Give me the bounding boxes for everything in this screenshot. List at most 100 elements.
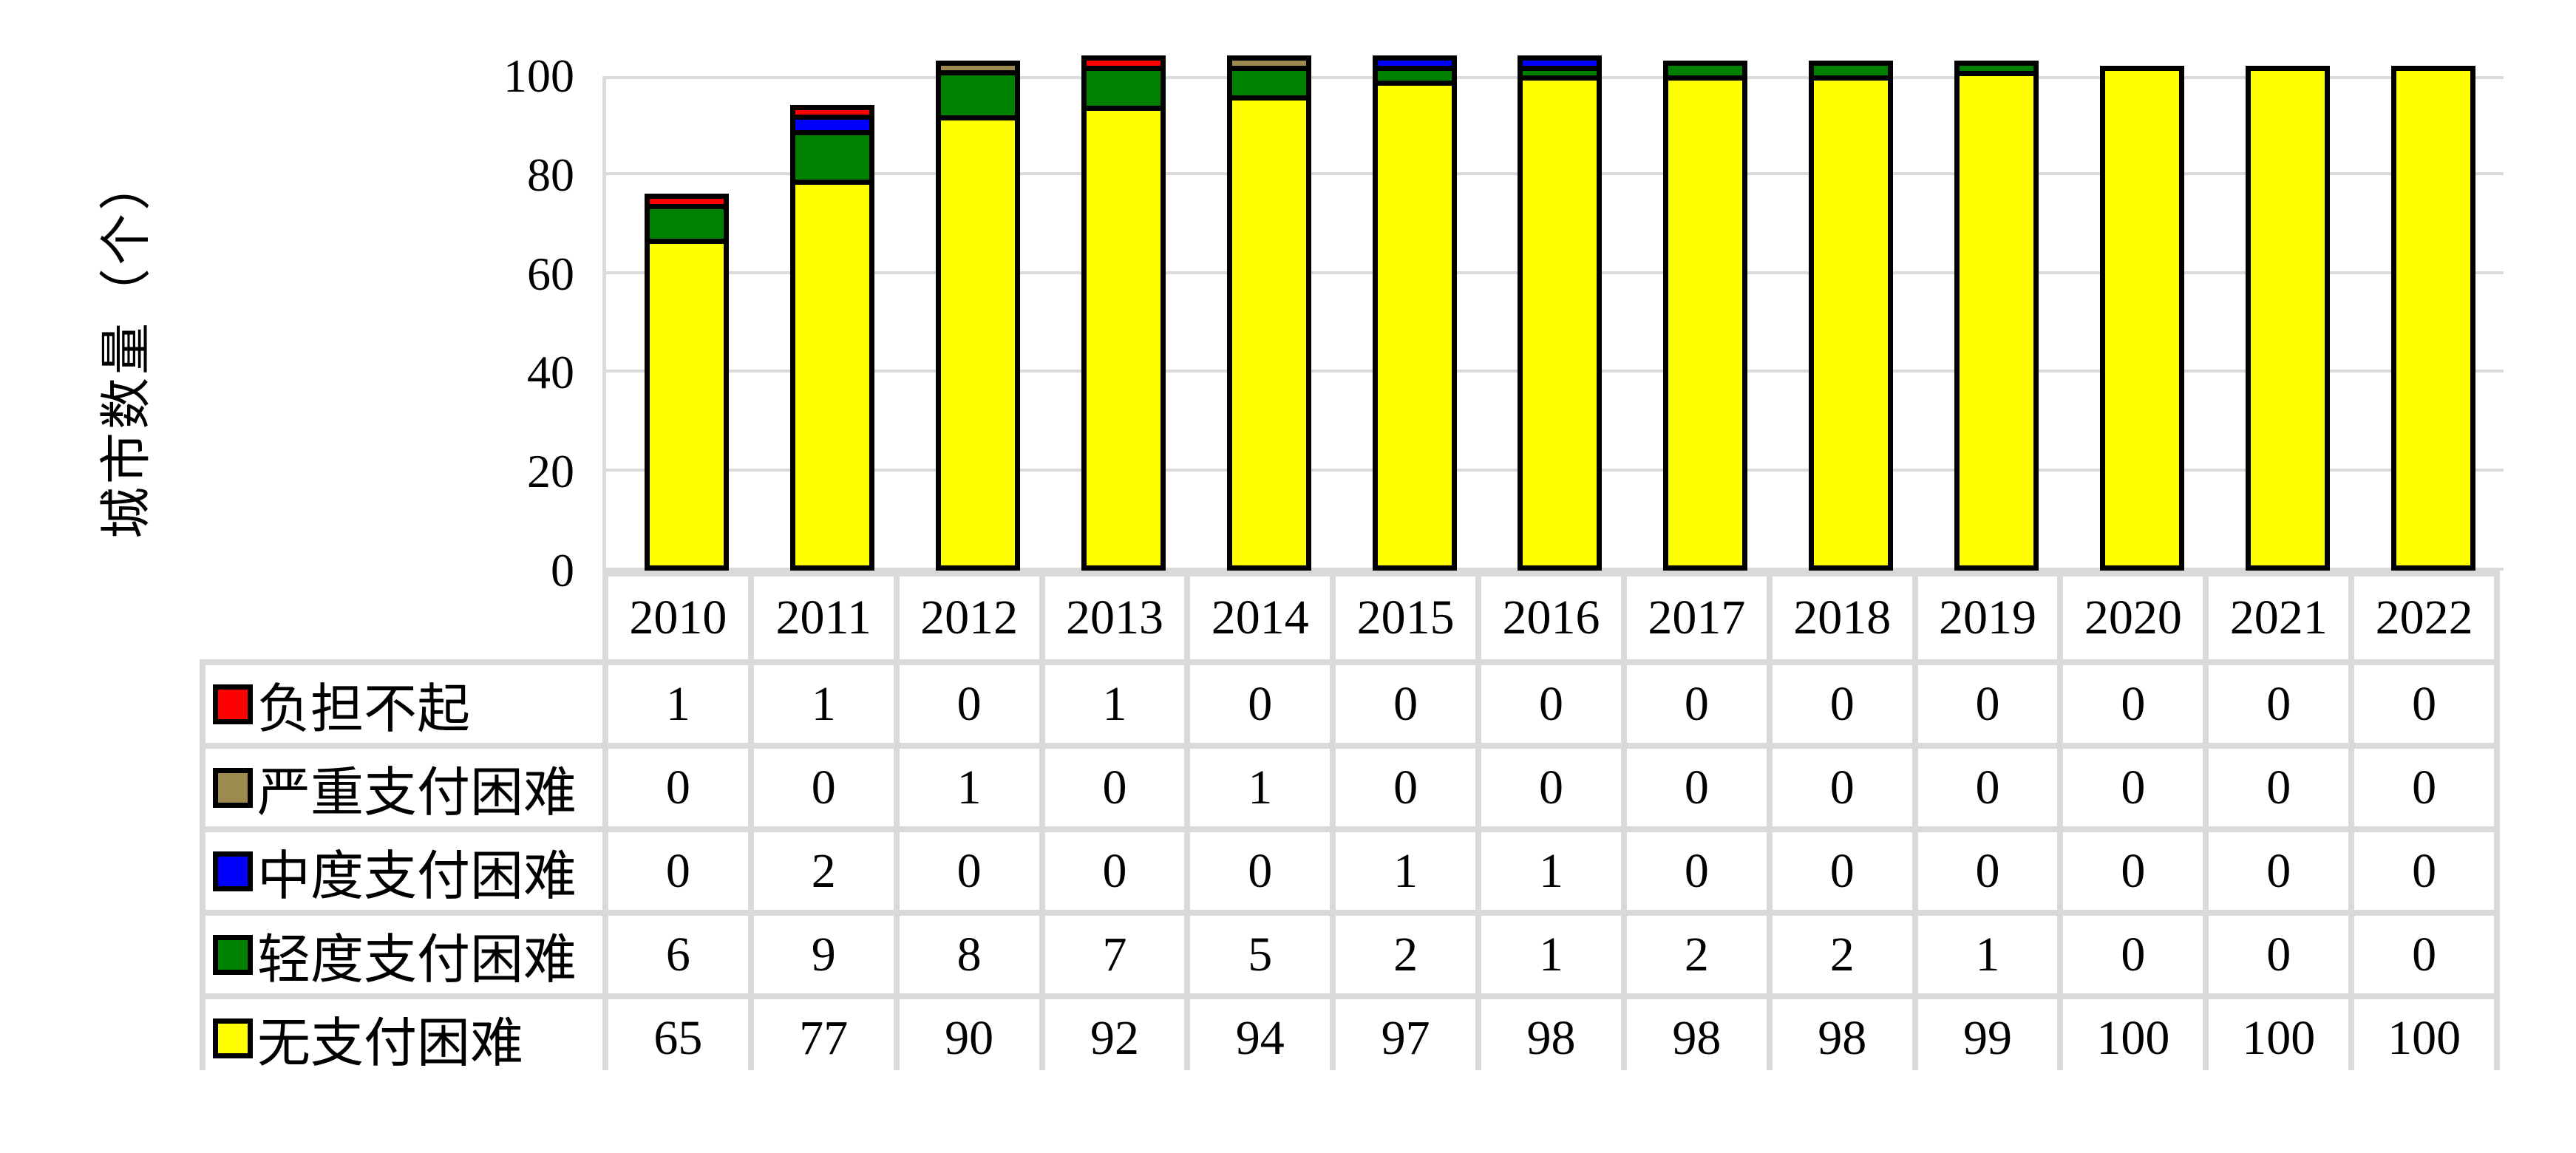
legend-series-name: 负担不起 xyxy=(257,680,471,739)
year-label-2012: 2012 xyxy=(899,576,1039,659)
legend-label-row-1: 严重支付困难 xyxy=(205,749,602,826)
value-cell-负担不起-2018: 0 xyxy=(1772,665,1912,743)
bar-segment-轻度支付困难-2010 xyxy=(645,204,730,245)
year-label-2011: 2011 xyxy=(753,576,894,659)
value-cell-负担不起-2017: 0 xyxy=(1626,665,1767,743)
bar-slot-2016 xyxy=(1485,55,1625,571)
value-cell-中度支付困难-2017: 0 xyxy=(1626,832,1767,910)
year-label-2014: 2014 xyxy=(1190,576,1331,659)
value-cell-无支付困难-2011: 77 xyxy=(753,999,894,1077)
value-cell-无支付困难-2010: 65 xyxy=(608,999,748,1077)
bar-segment-无支付困难-2021 xyxy=(2245,66,2330,571)
bar-slot-2011 xyxy=(758,104,897,571)
legend-swatch-icon-3 xyxy=(213,934,253,975)
value-cell-无支付困难-2013: 92 xyxy=(1044,999,1185,1077)
bar-segment-无支付困难-2015 xyxy=(1372,81,1457,571)
stacked-bar-2010 xyxy=(645,194,730,571)
value-cell-负担不起-2012: 0 xyxy=(899,665,1039,743)
stacked-bar-2022 xyxy=(2390,66,2475,571)
stacked-bar-2020 xyxy=(2099,66,2184,571)
legend-series-name: 轻度支付困难 xyxy=(257,931,577,990)
value-cell-负担不起-2016: 0 xyxy=(1481,665,1621,743)
year-label-2022: 2022 xyxy=(2354,576,2494,659)
stacked-bar-2011 xyxy=(790,104,875,571)
value-cell-负担不起-2015: 0 xyxy=(1336,665,1476,743)
y-tick-label-60: 60 xyxy=(527,247,574,300)
value-cell-中度支付困难-2011: 2 xyxy=(753,832,894,910)
value-cell-负担不起-2021: 0 xyxy=(2209,665,2349,743)
bar-segment-无支付困难-2019 xyxy=(1954,70,2039,571)
value-cell-严重支付困难-2014: 1 xyxy=(1190,749,1331,826)
value-cell-无支付困难-2017: 98 xyxy=(1626,999,1767,1077)
value-cell-无支付困难-2021: 100 xyxy=(2209,999,2349,1077)
value-cell-无支付困难-2018: 98 xyxy=(1772,999,1912,1077)
stacked-bar-2017 xyxy=(1663,61,1748,571)
bar-segment-无支付困难-2014 xyxy=(1226,95,1311,571)
year-label-2019: 2019 xyxy=(1917,576,2058,659)
stacked-bar-2021 xyxy=(2245,66,2330,571)
value-cell-轻度支付困难-2021: 0 xyxy=(2209,916,2349,993)
value-cell-轻度支付困难-2018: 2 xyxy=(1772,916,1912,993)
value-cell-中度支付困难-2013: 0 xyxy=(1044,832,1185,910)
legend-label-row-3: 轻度支付困难 xyxy=(205,916,602,993)
legend-series-name: 严重支付困难 xyxy=(257,763,577,823)
plot-area xyxy=(602,55,2504,571)
value-cell-负担不起-2019: 0 xyxy=(1917,665,2058,743)
year-label-2016: 2016 xyxy=(1481,576,1621,659)
legend-swatch-icon-0 xyxy=(213,684,253,724)
legend-label-row-0: 负担不起 xyxy=(205,665,602,743)
value-cell-中度支付困难-2012: 0 xyxy=(899,832,1039,910)
value-cell-中度支付困难-2016: 1 xyxy=(1481,832,1621,910)
value-cell-轻度支付困难-2022: 0 xyxy=(2354,916,2494,993)
bar-segment-无支付困难-2017 xyxy=(1663,75,1748,571)
bar-slot-2012 xyxy=(903,60,1043,571)
bar-segment-轻度支付困难-2013 xyxy=(1081,65,1166,111)
bar-segment-轻度支付困难-2011 xyxy=(790,129,875,185)
stacked-bar-2014 xyxy=(1226,55,1311,571)
value-cell-严重支付困难-2021: 0 xyxy=(2209,749,2349,826)
value-cell-无支付困难-2020: 100 xyxy=(2063,999,2203,1077)
year-label-2013: 2013 xyxy=(1044,576,1185,659)
value-cell-负担不起-2013: 1 xyxy=(1044,665,1185,743)
value-cell-严重支付困难-2018: 0 xyxy=(1772,749,1912,826)
bar-segment-轻度支付困难-2012 xyxy=(936,70,1021,120)
legend-swatch-icon-4 xyxy=(213,1018,253,1058)
y-tick-label-100: 100 xyxy=(503,50,574,102)
value-cell-中度支付困难-2019: 0 xyxy=(1917,832,2058,910)
value-cell-负担不起-2014: 0 xyxy=(1190,665,1331,743)
value-cell-轻度支付困难-2015: 2 xyxy=(1336,916,1476,993)
value-cell-中度支付困难-2010: 0 xyxy=(608,832,748,910)
value-cell-轻度支付困难-2011: 9 xyxy=(753,916,894,993)
year-label-2020: 2020 xyxy=(2063,576,2203,659)
bar-segment-无支付困难-2012 xyxy=(936,115,1021,571)
bar-segment-无支付困难-2010 xyxy=(645,239,730,571)
bar-slot-2021 xyxy=(2212,66,2352,571)
stacked-bar-2015 xyxy=(1372,55,1457,571)
value-cell-轻度支付困难-2016: 1 xyxy=(1481,916,1621,993)
bar-slot-2015 xyxy=(1339,55,1479,571)
value-cell-无支付困难-2022: 100 xyxy=(2354,999,2494,1077)
value-cell-轻度支付困难-2020: 0 xyxy=(2063,916,2203,993)
value-cell-严重支付困难-2019: 0 xyxy=(1917,749,2058,826)
value-cell-无支付困难-2019: 99 xyxy=(1917,999,2058,1077)
value-cell-轻度支付困难-2013: 7 xyxy=(1044,916,1185,993)
stacked-bar-2012 xyxy=(936,60,1021,571)
value-cell-严重支付困难-2015: 0 xyxy=(1336,749,1476,826)
value-cell-轻度支付困难-2017: 2 xyxy=(1626,916,1767,993)
value-cell-严重支付困难-2017: 0 xyxy=(1626,749,1767,826)
bar-slot-2010 xyxy=(612,194,752,571)
year-label-2017: 2017 xyxy=(1626,576,1767,659)
value-cell-无支付困难-2014: 94 xyxy=(1190,999,1331,1077)
bar-slot-2018 xyxy=(1776,61,1916,571)
stacked-bar-2018 xyxy=(1809,61,1894,571)
y-tick-label-20: 20 xyxy=(527,445,574,498)
legend-series-name: 无支付困难 xyxy=(257,1014,524,1073)
y-tick-label-80: 80 xyxy=(527,148,574,201)
value-cell-负担不起-2022: 0 xyxy=(2354,665,2494,743)
y-axis-title: 城市数量（个） xyxy=(98,156,156,539)
value-cell-严重支付困难-2011: 0 xyxy=(753,749,894,826)
bar-slot-2014 xyxy=(1194,55,1333,571)
legend-swatch-icon-1 xyxy=(213,767,253,808)
x-axis-year-row: 2010 2011 2012 2013 2014 2015 2016 2017 2018 2019… xyxy=(602,571,2500,659)
